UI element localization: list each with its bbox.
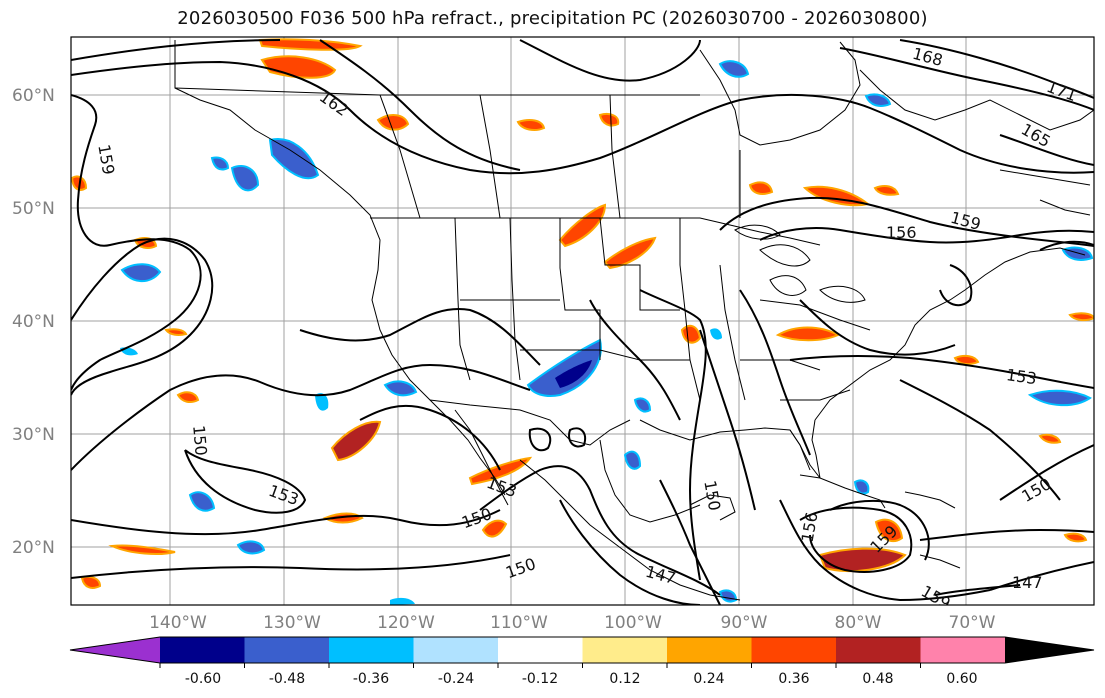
colorbar-segment bbox=[160, 637, 245, 663]
colorbar-segment bbox=[70, 637, 160, 663]
colorbar-tick-label: -0.36 bbox=[353, 671, 389, 687]
colorbar-tick-label: 0.12 bbox=[609, 671, 640, 687]
colorbar: -0.60 -0.48 -0.36 -0.24 -0.12 0.12 0.24 … bbox=[69, 636, 1095, 687]
contour-label: 156 bbox=[886, 223, 917, 242]
refractivity-contours bbox=[71, 39, 1094, 605]
colorbar-segment bbox=[667, 637, 752, 663]
lon-label-100w: 100°W bbox=[604, 613, 662, 633]
longitude-labels: 140°W 130°W 120°W 110°W 100°W 90°W 80°W … bbox=[149, 613, 996, 633]
colorbar-tick-label: 0.48 bbox=[862, 671, 893, 687]
colorbar-segment bbox=[582, 637, 667, 663]
colorbar-segment bbox=[1005, 637, 1094, 663]
plot-frame bbox=[70, 36, 1095, 606]
map-title: 2026030500 F036 500 hPa refract., precip… bbox=[177, 8, 928, 29]
colorbar-segment bbox=[244, 637, 329, 663]
lat-label-30: 30°N bbox=[12, 425, 55, 445]
colorbar-segment bbox=[413, 637, 498, 663]
lon-label-120w: 120°W bbox=[377, 613, 435, 633]
lon-label-90w: 90°W bbox=[721, 613, 768, 633]
lat-label-40: 40°N bbox=[12, 312, 55, 332]
lon-label-80w: 80°W bbox=[835, 613, 882, 633]
colorbar-segment bbox=[836, 637, 921, 663]
lon-label-70w: 70°W bbox=[949, 613, 996, 633]
colorbar-segment bbox=[751, 637, 836, 663]
colorbar-tick-label: -0.60 bbox=[185, 671, 221, 687]
colorbar-tick-label: 0.36 bbox=[778, 671, 809, 687]
lon-label-110w: 110°W bbox=[490, 613, 548, 633]
colorbar-tick-label: 0.60 bbox=[946, 671, 977, 687]
lat-label-60: 60°N bbox=[12, 86, 55, 106]
contour-label: 147 bbox=[1012, 573, 1043, 592]
lat-label-20: 20°N bbox=[12, 538, 55, 558]
colorbar-tick-label: 0.24 bbox=[693, 671, 724, 687]
colorbar-segment bbox=[498, 637, 583, 663]
colorbar-tick-label: -0.24 bbox=[438, 671, 474, 687]
lon-label-140w: 140°W bbox=[149, 613, 207, 633]
colorbar-segment bbox=[329, 637, 414, 663]
colorbar-segment bbox=[920, 637, 1005, 663]
colorbar-tick-label: -0.12 bbox=[522, 671, 558, 687]
lon-label-130w: 130°W bbox=[263, 613, 321, 633]
contour-label: 153 bbox=[1005, 365, 1038, 388]
latitude-labels: 60°N 50°N 40°N 30°N 20°N bbox=[12, 86, 55, 558]
lat-label-50: 50°N bbox=[12, 199, 55, 219]
contour-label: 150 bbox=[189, 424, 211, 456]
colorbar-tick-label: -0.48 bbox=[269, 671, 305, 687]
